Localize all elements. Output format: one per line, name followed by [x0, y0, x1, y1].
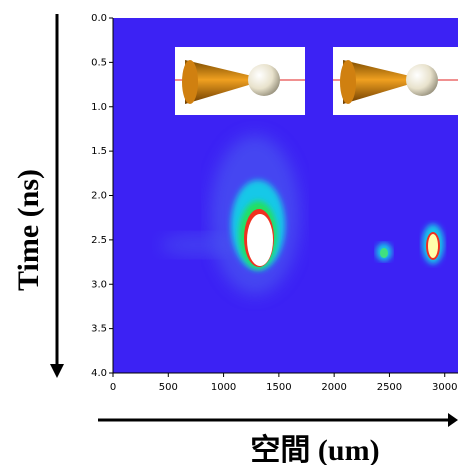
x-tick-label: 2500: [377, 382, 402, 393]
y-tick-label: 4.0: [91, 368, 107, 379]
y-tick-label: 1.0: [91, 102, 107, 113]
x-tick-label: 2000: [321, 382, 346, 393]
y-tick-label: 2.0: [91, 191, 107, 202]
y-tick-label: 3.5: [91, 324, 107, 335]
x-axis-label: 空間 (um): [250, 434, 379, 465]
x-tick-label: 3000: [432, 382, 457, 393]
inset-diagram: [333, 47, 458, 115]
y-tick-label: 3.0: [91, 279, 107, 290]
plot-area: [112, 18, 458, 374]
x-tick-label: 0: [110, 382, 116, 393]
y-arrow: [50, 14, 64, 378]
heatmap-image: [160, 135, 444, 295]
x-tick-label: 1500: [266, 382, 291, 393]
y-tick-label: 0.5: [91, 57, 107, 68]
y-tick-label: 2.5: [91, 235, 107, 246]
y-axis-label: Time (ns): [12, 169, 45, 291]
x-tick-label: 1000: [211, 382, 236, 393]
y-tick-label: 0.0: [91, 13, 107, 24]
x-tick-label: 500: [159, 382, 178, 393]
y-tick-label: 1.5: [91, 146, 107, 157]
x-arrow: [98, 413, 458, 427]
inset-diagram: [175, 47, 305, 115]
